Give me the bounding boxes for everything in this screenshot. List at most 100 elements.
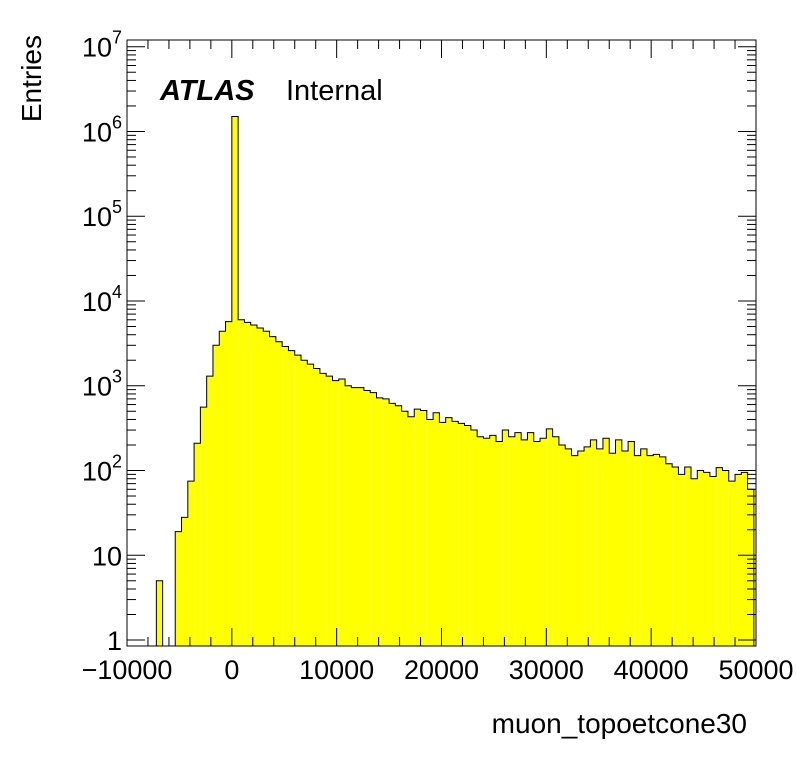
histogram-bin [621, 450, 629, 646]
histogram-bin [502, 430, 509, 646]
histogram-outline [155, 116, 755, 646]
plot-frame [126, 39, 757, 647]
histogram-bin [351, 387, 358, 646]
histogram-bin [181, 517, 188, 646]
histogram-bin [640, 448, 647, 646]
histogram-bin [156, 580, 163, 646]
histogram-bin [175, 531, 182, 646]
histogram-bin [256, 328, 264, 646]
histogram-bin [653, 454, 660, 646]
histogram-bin [389, 403, 396, 646]
histogram-bin [407, 416, 415, 646]
histogram-bin [628, 441, 635, 646]
histogram-bin [313, 368, 320, 646]
histogram-bin [596, 448, 603, 646]
histogram-bin [225, 321, 232, 646]
x-tick-labels: −10000 0 10000 20000 30000 40000 50000 [82, 655, 794, 685]
histogram-bin [244, 322, 251, 646]
histogram-bin [709, 476, 717, 646]
histogram-bin [684, 466, 692, 646]
histogram-bin [401, 411, 408, 646]
y-tick-label: 107 [82, 28, 122, 63]
histogram-bin [735, 474, 742, 646]
histogram-bin [275, 341, 283, 646]
histogram-bin [194, 443, 201, 646]
histogram-bin [238, 319, 245, 646]
histogram-bin [477, 436, 484, 646]
histogram-bin [345, 385, 352, 646]
histogram-bin [288, 350, 295, 646]
histogram-bin [577, 450, 585, 646]
axis-ticks [126, 40, 757, 646]
histogram-bin [722, 470, 729, 646]
x-axis-label: muon_topoetcone30 [492, 708, 747, 739]
histogram-bin [319, 373, 327, 646]
histogram-bin [716, 467, 723, 646]
histogram-bin [691, 478, 698, 646]
histogram-bin [363, 390, 371, 646]
histogram-bin [338, 379, 346, 646]
internal-label: Internal [286, 75, 383, 107]
y-tick-label: 1 [107, 626, 122, 656]
histogram-bin [615, 439, 622, 646]
y-tick-label: 103 [82, 367, 122, 402]
histogram-bin [602, 438, 610, 646]
x-tick-label: 30000 [509, 655, 584, 685]
histogram-bin [590, 439, 597, 646]
histogram-bin [414, 409, 421, 646]
histogram-bin [187, 481, 195, 646]
histogram-bin [533, 441, 541, 646]
histogram-bin [527, 432, 534, 646]
histogram-bin [212, 345, 220, 646]
histogram-bin [665, 463, 673, 646]
histogram-bin [326, 376, 333, 646]
histogram-bars [155, 116, 755, 646]
histogram-bin [483, 438, 490, 646]
histogram-bin [672, 466, 679, 646]
histogram-bin [558, 444, 566, 646]
y-tick-label: 102 [82, 452, 122, 487]
x-tick-label: 20000 [404, 655, 479, 685]
histogram-bin [332, 380, 339, 646]
histogram-bin [546, 428, 553, 646]
x-tick-label: −10000 [82, 655, 173, 685]
histogram-bin [231, 116, 239, 646]
histogram-bin [678, 474, 685, 646]
x-tick-label: 10000 [299, 655, 374, 685]
histogram-bin [376, 397, 383, 646]
histogram-bin [646, 455, 654, 646]
histogram-bin [552, 436, 559, 646]
histogram-bin [282, 346, 289, 646]
histogram-bin [269, 336, 276, 646]
histogram-bin [439, 422, 446, 646]
histogram-bin [741, 472, 748, 646]
histogram-bin [263, 331, 270, 646]
y-tick-labels: 1 10 102 103 104 105 106 107 [82, 28, 122, 656]
histogram-bin [357, 387, 364, 646]
histogram-bin [200, 407, 207, 646]
y-tick-label: 104 [82, 282, 122, 317]
histogram-bin [747, 489, 754, 646]
histogram-bin [206, 376, 213, 646]
y-tick-label: 10 [92, 541, 122, 571]
histogram-bin [565, 448, 572, 646]
histogram-bin [219, 331, 226, 646]
y-axis-label: Entries [16, 35, 47, 122]
histogram-bin [445, 417, 452, 646]
histogram-bin [470, 430, 478, 646]
histogram-bin [426, 419, 434, 646]
histogram-bin [420, 410, 427, 646]
histogram-bin [250, 325, 257, 646]
histogram-bin [294, 355, 302, 646]
histogram-bin [433, 412, 440, 646]
histogram-bin [508, 436, 515, 646]
histogram-bin [540, 438, 547, 646]
x-tick-label: 50000 [718, 655, 793, 685]
histogram-bin [728, 481, 736, 646]
histogram-bin [451, 421, 459, 646]
histogram-bin [301, 360, 308, 646]
y-tick-label: 105 [82, 197, 122, 232]
atlas-label: ATLAS [159, 75, 255, 107]
histogram-bin [307, 364, 314, 646]
